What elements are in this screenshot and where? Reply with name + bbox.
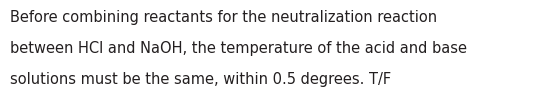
Text: solutions must be the same, within 0.5 degrees. T/F: solutions must be the same, within 0.5 d… bbox=[10, 72, 391, 87]
Text: Before combining reactants for the neutralization reaction: Before combining reactants for the neutr… bbox=[10, 10, 437, 25]
Text: between HCl and NaOH, the temperature of the acid and base: between HCl and NaOH, the temperature of… bbox=[10, 41, 467, 56]
